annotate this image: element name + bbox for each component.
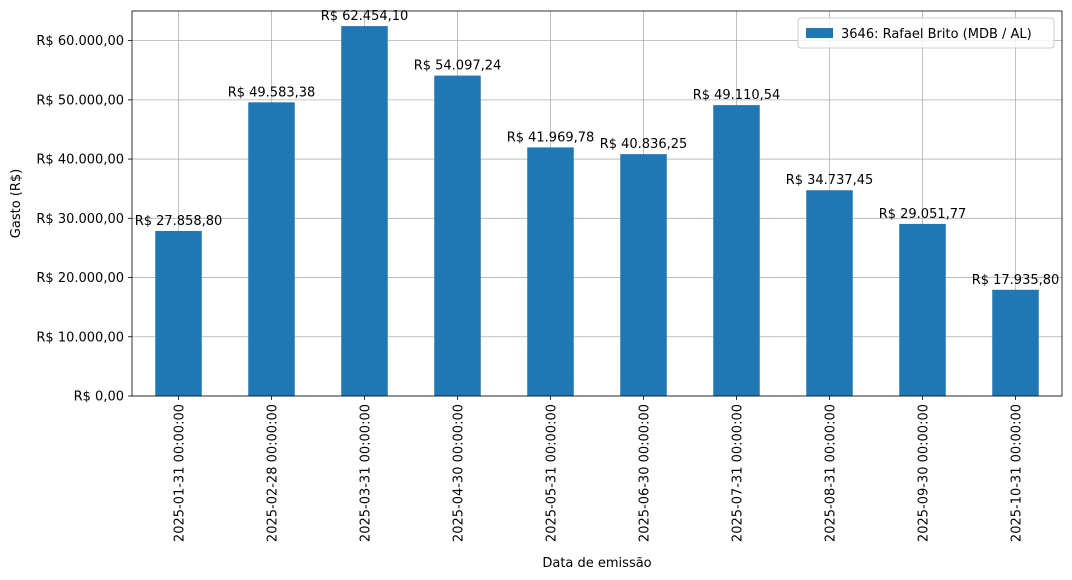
y-tick-label: R$ 60.000,00: [36, 34, 124, 49]
bar: [992, 289, 1039, 396]
x-tick-label: 2025-05-31 00:00:00: [545, 404, 560, 542]
x-tick-label: 2025-01-31 00:00:00: [173, 404, 188, 542]
bar-value-label: R$ 29.051,77: [879, 207, 967, 222]
plot-frame: [131, 10, 1063, 397]
x-tick-label: 2025-08-31 00:00:00: [824, 404, 839, 542]
x-axis-label: Data de emissão: [542, 556, 651, 571]
bar-value-label: R$ 27.858,80: [135, 214, 223, 229]
y-tick-label: R$ 10.000,00: [36, 330, 124, 345]
legend-box: [797, 17, 1055, 49]
bar: [713, 105, 760, 396]
y-tick-label: R$ 20.000,00: [36, 271, 124, 286]
y-tick-label: R$ 0,00: [74, 390, 124, 405]
data-labels: R$ 27.858,80 R$ 49.583,38 R$ 62.454,10 R$ 5…: [135, 9, 1060, 288]
x-tick-label: 2025-04-30 00:00:00: [452, 404, 467, 542]
x-tick-label: 2025-03-31 00:00:00: [359, 404, 374, 542]
bar-value-label: R$ 41.969,78: [507, 130, 595, 145]
y-axis-label: Gasto (R$): [9, 169, 24, 238]
bar: [248, 102, 295, 396]
y-tick-label: R$ 40.000,00: [36, 153, 124, 168]
x-tick-label: 2025-10-31 00:00:00: [1010, 404, 1025, 542]
bar-value-label: R$ 49.583,38: [228, 85, 316, 100]
bar: [434, 75, 481, 397]
bar-value-label: R$ 40.836,25: [600, 137, 688, 152]
y-axis: R$ 0,00 R$ 10.000,00 R$ 20.000,00 R$ 30.000…: [36, 34, 132, 405]
bar-value-label: R$ 17.935,80: [972, 273, 1060, 288]
plot-border: [131, 10, 1063, 397]
bar-value-label: R$ 62.454,10: [321, 9, 409, 24]
legend-label: 3646: Rafael Brito (MDB / AL): [841, 27, 1032, 42]
legend-swatch: [806, 28, 833, 38]
bar-value-label: R$ 49.110,54: [693, 88, 781, 103]
bar: [899, 223, 946, 396]
bar: [155, 230, 202, 396]
bar-value-label: R$ 54.097,24: [414, 59, 502, 74]
legend: 3646: Rafael Brito (MDB / AL): [797, 17, 1055, 49]
x-axis: 2025-01-31 00:00:00 2025-02-28 00:00:00 20…: [173, 396, 1025, 542]
bar: [341, 26, 388, 397]
x-tick-label: 2025-06-30 00:00:00: [638, 404, 653, 542]
x-tick-label: 2025-07-31 00:00:00: [731, 404, 746, 542]
bar: [806, 190, 853, 396]
y-tick-label: R$ 50.000,00: [36, 93, 124, 108]
bar-value-label: R$ 34.737,45: [786, 173, 874, 188]
x-tick-label: 2025-02-28 00:00:00: [266, 404, 281, 542]
y-tick-label: R$ 30.000,00: [36, 212, 124, 227]
bar: [620, 154, 667, 396]
bar: [527, 147, 574, 396]
bars: [155, 26, 1039, 397]
x-tick-label: 2025-09-30 00:00:00: [917, 404, 932, 542]
